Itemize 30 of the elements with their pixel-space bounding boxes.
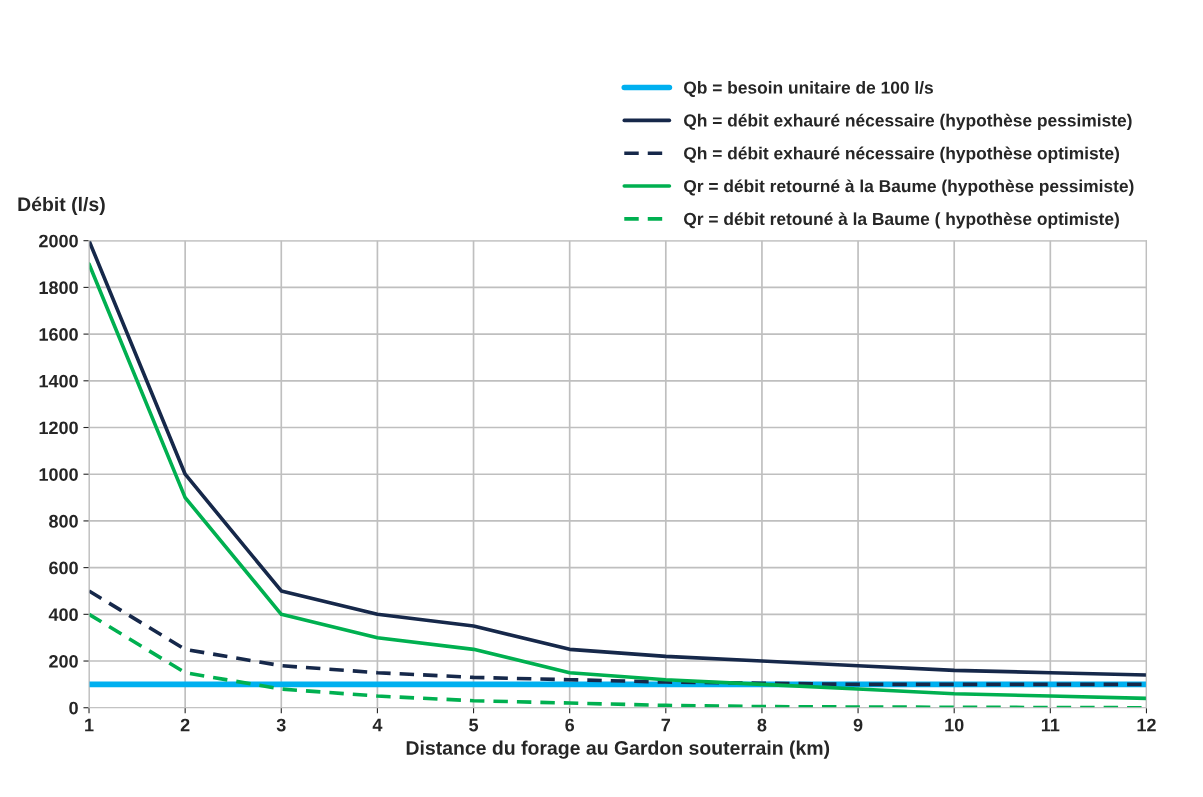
- legend-label: Qr = débit retouné à la Baume ( hypothèse optimiste): [684, 212, 1119, 229]
- y-tick-label: 1600: [39, 328, 78, 341]
- y-tick-label: 2000: [39, 234, 78, 248]
- x-tick-label: 6: [565, 718, 575, 732]
- legend-label: Qb = besoin unitaire de 100 l/s: [684, 81, 933, 98]
- y-tick-label: 1200: [39, 421, 78, 435]
- y-tick-label: 1800: [39, 281, 78, 295]
- x-tick-label: 2: [180, 718, 190, 732]
- legend-label: Qh = débit exhauré nécessaire (hypothèse pessimiste): [684, 113, 1132, 131]
- y-tick-label: 800: [49, 514, 78, 528]
- x-tick-label: 5: [469, 718, 479, 732]
- x-tick-label: 11: [1041, 718, 1060, 732]
- x-tick-label: 1: [85, 718, 94, 732]
- y-tick-label: 1000: [39, 468, 78, 481]
- y-tick-label: 1400: [39, 374, 78, 388]
- x-tick-label: 3: [276, 718, 286, 732]
- x-tick-label: 8: [757, 718, 767, 732]
- legend-label: Qh = débit exhauré nécessaire (hypothèse optimiste): [684, 146, 1120, 163]
- legend-label: Qr = débit retourné à la Baume (hypothèse pessimiste): [684, 179, 1134, 196]
- x-tick-label: 10: [945, 718, 964, 732]
- y-tick-label: 400: [48, 608, 78, 622]
- y-tick-label: 0: [69, 701, 78, 715]
- x-axis-title: Distance du forage au Gardon souterrain (km): [406, 740, 830, 759]
- y-tick-label: 200: [49, 654, 78, 668]
- x-tick-label: 9: [853, 718, 863, 732]
- x-tick-label: 12: [1137, 718, 1156, 732]
- y-tick-label: 600: [49, 561, 78, 575]
- y-axis-title: Débit (l/s): [18, 196, 105, 216]
- x-tick-label: 4: [372, 718, 383, 732]
- x-tick-label: 7: [661, 718, 671, 732]
